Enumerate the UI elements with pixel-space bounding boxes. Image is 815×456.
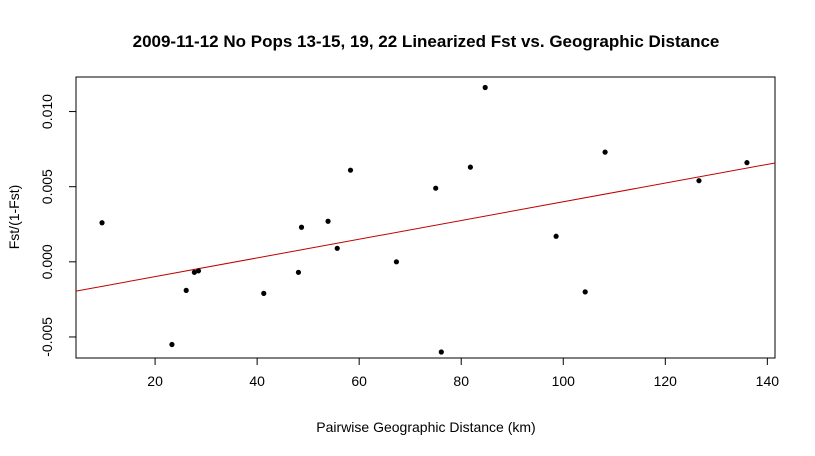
x-tick-label: 120: [654, 373, 678, 389]
data-point: [183, 287, 189, 293]
data-point: [261, 290, 267, 296]
plot-frame: [75, 76, 776, 359]
x-tick-label: 100: [552, 373, 576, 389]
x-tick-label: 40: [249, 373, 265, 389]
y-axis: -0.005 0.000 0.005 0.010: [39, 94, 76, 357]
x-tick-label: 20: [147, 373, 163, 389]
data-point: [191, 269, 197, 275]
data-point: [334, 245, 340, 251]
x-axis: 20 40 60 80 100 120 140: [147, 358, 779, 389]
y-tick-label: 0.005: [39, 169, 55, 204]
data-point: [602, 149, 608, 155]
data-point: [99, 220, 105, 226]
chart-title: 2009-11-12 No Pops 13-15, 19, 22 Lineari…: [133, 32, 720, 51]
data-point: [582, 289, 588, 295]
data-point: [744, 160, 750, 166]
data-point: [347, 167, 354, 173]
data-point: [298, 224, 305, 230]
data-point: [553, 233, 559, 239]
y-tick-label: 0.000: [39, 244, 55, 279]
y-tick-label: -0.005: [39, 317, 55, 357]
data-point: [438, 349, 444, 355]
x-axis-label: Pairwise Geographic Distance (km): [316, 419, 535, 435]
data-points: [99, 84, 750, 355]
data-point: [295, 269, 302, 275]
data-point: [433, 185, 439, 191]
y-tick-label: 0.010: [39, 94, 55, 129]
data-point: [169, 341, 175, 348]
trendline: [75, 162, 776, 292]
data-point: [482, 84, 488, 91]
y-axis-label: Fst/(1-Fst): [6, 185, 22, 250]
data-point: [696, 178, 702, 184]
x-tick-label: 80: [453, 373, 469, 389]
data-point: [393, 259, 400, 265]
x-tick-label: 60: [351, 373, 367, 389]
data-point: [467, 164, 473, 170]
data-point: [325, 218, 331, 224]
x-tick-label: 140: [756, 373, 780, 389]
data-point: [195, 268, 202, 274]
